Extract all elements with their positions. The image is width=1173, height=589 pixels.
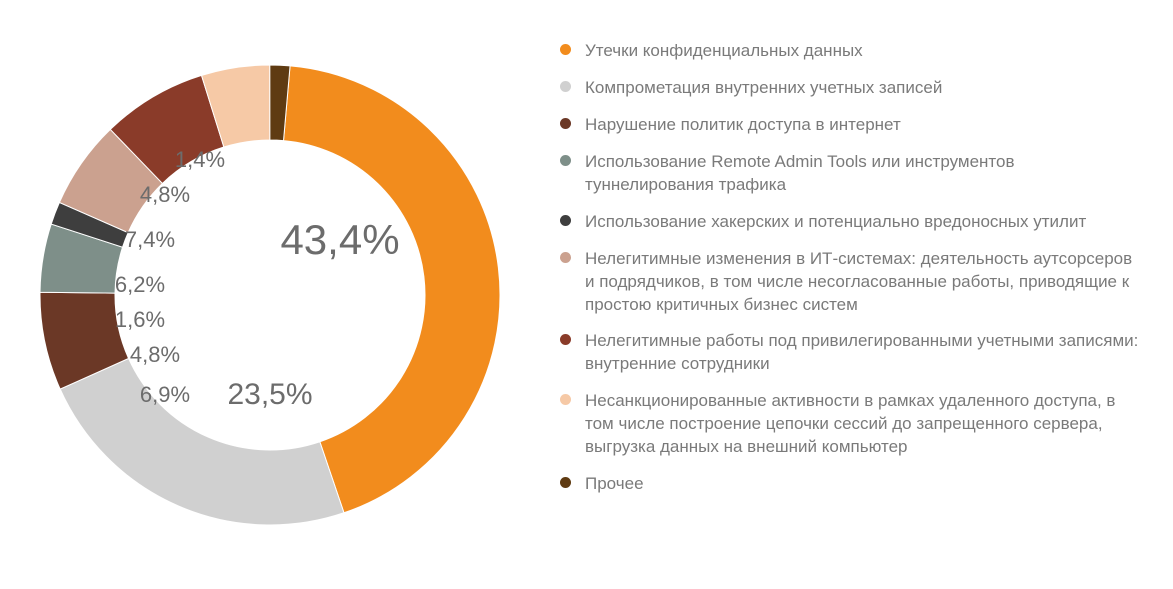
legend-item: Нелегитимные работы под привилегированны… [560,330,1143,376]
legend-bullet-icon [560,394,571,405]
legend-bullet-icon [560,81,571,92]
legend-bullet-icon [560,118,571,129]
legend-item: Нарушение политик доступа в интернет [560,114,1143,137]
pct-label: 1,6% [115,307,165,333]
pct-label: 4,8% [130,342,180,368]
legend-bullet-icon [560,334,571,345]
pct-label: 1,4% [175,147,225,173]
legend-bullet-icon [560,155,571,166]
legend-label: Нелегитимные работы под привилегированны… [585,330,1143,376]
legend-bullet-icon [560,215,571,226]
legend-label: Нелегитимные изменения в ИТ-системах: де… [585,248,1143,317]
pct-label: 7,4% [125,227,175,253]
legend-item: Использование хакерских и потенциально в… [560,211,1143,234]
legend-label: Несанкционированные активности в рамках … [585,390,1143,459]
legend-item: Использование Remote Admin Tools или инс… [560,151,1143,197]
donut-chart: 43,4% 23,5% 6,9% 4,8% 1,6% 6,2% 7,4% 4,8% 1,4% [0,0,540,589]
legend-label: Утечки конфиденциальных данных [585,40,863,63]
pct-label: 43,4% [280,216,399,264]
legend-item: Утечки конфиденциальных данных [560,40,1143,63]
legend-bullet-icon [560,44,571,55]
legend-item: Нелегитимные изменения в ИТ-системах: де… [560,248,1143,317]
chart-wrapper: 43,4% 23,5% 6,9% 4,8% 1,6% 6,2% 7,4% 4,8% 1,4% У… [0,0,1173,589]
legend-label: Использование хакерских и потенциально в… [585,211,1086,234]
legend-label: Прочее [585,473,644,496]
legend-item: Несанкционированные активности в рамках … [560,390,1143,459]
legend-item: Компрометация внутренних учетных записей [560,77,1143,100]
legend-bullet-icon [560,252,571,263]
legend-label: Компрометация внутренних учетных записей [585,77,942,100]
pct-label: 6,9% [140,382,190,408]
legend-item: Прочее [560,473,1143,496]
donut-svg [0,0,540,589]
legend-bullet-icon [560,477,571,488]
legend-label: Нарушение политик доступа в интернет [585,114,901,137]
pct-label: 6,2% [115,272,165,298]
legend: Утечки конфиденциальных данных Компромета… [540,0,1173,589]
legend-label: Использование Remote Admin Tools или инс… [585,151,1143,197]
pct-label: 23,5% [227,378,312,412]
pct-label: 4,8% [140,182,190,208]
